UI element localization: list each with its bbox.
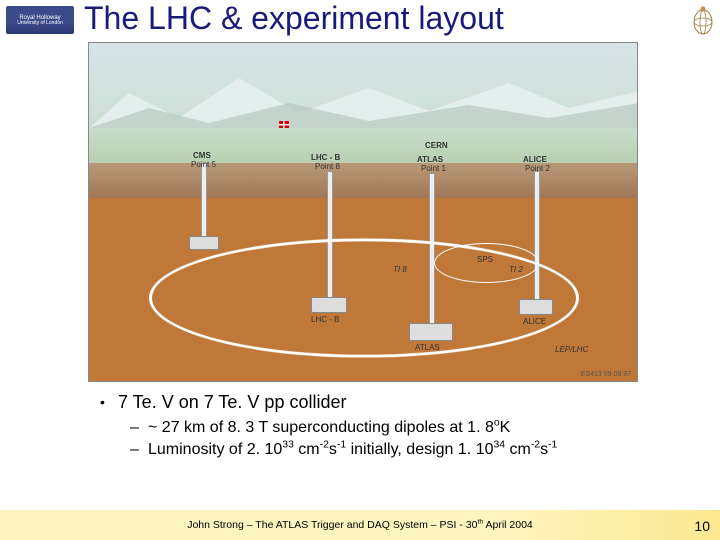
b2-text: ~ 27 km of 8. 3 T superconducting dipole… [148,419,494,436]
p-a: Luminosity of 2. 10 [148,441,282,458]
p-j: -2 [531,440,540,451]
label-ti8: TI 8 [393,265,407,274]
shaft-cms [201,163,207,241]
label-atlas-point: Point 1 [421,164,446,173]
ft-b: April 2004 [483,519,533,531]
label-ti2: TI 2 [509,265,523,274]
p-f: -1 [337,440,346,451]
lhc-layout-figure: CERN CMS Point 5 LHC - B Point 8 ATLAS P… [88,42,638,382]
footer-text: John Strong – The ATLAS Trigger and DAQ … [187,519,533,531]
bullet-main: 7 Te. V on 7 Te. V pp collider [100,392,700,413]
bullet-sub2: Luminosity of 2. 1033 cm-2s-1 initially,… [100,441,700,459]
label-cms: CMS [193,151,211,160]
label-cern: CERN [425,141,448,150]
p-i: cm [505,441,531,458]
label-alice: ALICE [523,155,547,164]
p-k: s [540,441,548,458]
p-h: 34 [493,440,505,451]
slide-title: The LHC & experiment layout [84,0,680,37]
bullet-list: 7 Te. V on 7 Te. V pp collider ~ 27 km o… [100,392,700,463]
ft-a: John Strong – The ATLAS Trigger and DAQ … [187,519,477,531]
figure-ground [89,163,637,198]
label-lep-lhc: LEP/LHC [555,345,588,354]
label-lhcb: LHC - B [311,153,340,162]
label-lhcb-point: Point 8 [315,162,340,171]
slide: Royal Holloway University of London The … [0,0,720,540]
footer: John Strong – The ATLAS Trigger and DAQ … [0,510,720,540]
label-lhcb-cavern: LHC - B [311,315,339,324]
label-alice-cavern: ALICE [523,317,546,326]
swiss-flag-icon [279,121,289,128]
logo-line2: University of London [17,21,63,26]
page-number: 10 [694,518,710,534]
label-atlas: ATLAS [417,155,443,164]
cavern-cms [189,236,219,250]
p-g: initially, design 1. 10 [346,441,493,458]
label-atlas-cavern: ATLAS [415,343,440,352]
bullet-sub1: ~ 27 km of 8. 3 T superconducting dipole… [100,419,700,437]
label-alice-point: Point 2 [525,164,550,173]
p-d: -2 [320,440,329,451]
label-cms-point: Point 5 [191,160,216,169]
mountains-icon [89,73,638,128]
b2-unit: K [500,419,511,436]
label-credit: ES413 09.09.97 [581,371,631,378]
atlas-logo-icon [692,4,714,36]
p-b: 33 [282,440,294,451]
p-l: -1 [548,440,557,451]
p-e: s [329,441,337,458]
university-logo: Royal Holloway University of London [6,6,74,34]
label-sps: SPS [477,255,493,264]
p-c: cm [294,441,320,458]
